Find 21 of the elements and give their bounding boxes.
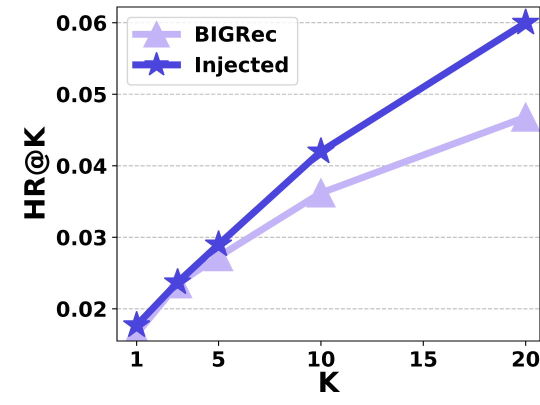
x-tick-label: 15 <box>411 351 436 367</box>
x-tick-label: 5 <box>212 351 224 367</box>
point <box>122 310 151 338</box>
point <box>511 102 540 132</box>
point <box>164 268 192 294</box>
legend-label: BIGRec <box>196 26 276 42</box>
x-tick-label: 20 <box>512 351 540 367</box>
point <box>204 230 232 256</box>
point <box>512 8 540 35</box>
point <box>306 178 336 208</box>
legend-label: Injected <box>196 56 288 77</box>
y-axis-title: HR@K <box>24 126 50 218</box>
y-tick-label: 0.04 <box>56 158 106 174</box>
x-tick-label: 1 <box>132 351 142 367</box>
y-tick-label: 0.02 <box>56 301 106 318</box>
y-tick-label: 0.05 <box>56 86 106 102</box>
x-axis-title: K <box>320 372 340 392</box>
y-tick-label: 0.03 <box>56 230 106 246</box>
point <box>307 136 335 164</box>
x-tick-label: 10 <box>308 351 334 367</box>
y-tick-label: 0.06 <box>56 15 106 31</box>
